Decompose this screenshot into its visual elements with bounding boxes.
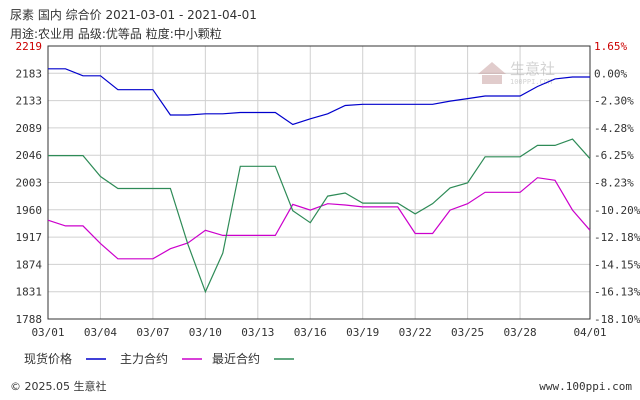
y-left-tick-label: 1960	[16, 204, 43, 217]
y-left-tick-label: 2003	[16, 177, 43, 190]
y-right-tick-label: -18.10%	[594, 313, 640, 326]
y-left-tick-label: 1874	[16, 258, 43, 271]
y-left-tick-label: 2183	[16, 67, 43, 80]
x-tick-label: 03/13	[241, 326, 274, 339]
x-axis: 03/01 03/04 03/07 03/10 03/13 03/16 03/19 03/22…	[31, 326, 606, 339]
chart-title: 尿素 国内 综合价 2021-03-01 - 2021-04-01	[10, 7, 257, 22]
y-right-tick-label: -16.13%	[594, 286, 640, 299]
x-tick-label: 03/10	[189, 326, 222, 339]
x-tick-label: 03/28	[504, 326, 537, 339]
series-line-1	[48, 68, 590, 126]
y-left-tick-label: 1788	[16, 313, 43, 326]
series-line-3	[48, 138, 591, 294]
right-axis: 1.65% 0.00% -2.30% -4.28% -6.25% -8.23% -10.20…	[594, 40, 640, 326]
footer-url: www.100ppi.com	[539, 380, 632, 393]
y-right-tick-label: 0.00%	[594, 67, 627, 80]
y-left-tick-label: 2133	[16, 95, 43, 108]
series-group	[47, 68, 591, 294]
watermark-sub: 100PPI.COM	[510, 78, 552, 86]
y-right-tick-label: -4.28%	[594, 122, 634, 135]
chart-subtitle: 用途:农业用 品级:优等品 粒度:中小颗粒	[10, 26, 222, 41]
footer-copyright: © 2025.05 生意社	[10, 379, 106, 393]
left-axis: 2219 2183 2133 2089 2046 2003 1960 1917 1874 1831…	[16, 40, 43, 326]
y-left-tick-label: 2219	[16, 40, 43, 53]
y-left-tick-label: 1831	[16, 286, 43, 299]
y-left-tick-label: 2046	[16, 149, 43, 162]
watermark: 生意社 100PPI.COM	[478, 60, 555, 86]
y-right-tick-label: -10.20%	[594, 204, 640, 217]
x-tick-label: 03/01	[31, 326, 64, 339]
x-tick-label: 03/16	[294, 326, 327, 339]
x-tick-label: 03/04	[84, 326, 117, 339]
watermark-name: 生意社	[510, 60, 555, 78]
x-tick-label: 04/01	[573, 326, 606, 339]
series-line-2	[47, 177, 591, 260]
legend: 现货价格 主力合约 最近合约	[24, 351, 294, 366]
y-right-tick-label: -14.15%	[594, 258, 640, 271]
y-right-tick-label: -8.23%	[594, 177, 634, 190]
plot-frame	[47, 45, 591, 320]
x-tick-label: 03/22	[399, 326, 432, 339]
legend-label: 最近合约	[212, 351, 260, 366]
x-tick-label: 03/19	[346, 326, 379, 339]
x-tick-label: 03/07	[136, 326, 169, 339]
legend-label: 主力合约	[120, 351, 168, 366]
y-right-tick-label: -6.25%	[594, 149, 634, 162]
watermark-logo-icon	[478, 62, 506, 84]
y-left-tick-label: 1917	[16, 231, 43, 244]
y-right-tick-label: -2.30%	[594, 95, 634, 108]
grid	[48, 46, 590, 319]
y-right-tick-label: -12.18%	[594, 231, 640, 244]
x-tick-label: 03/25	[451, 326, 484, 339]
y-right-tick-label: 1.65%	[594, 40, 627, 53]
legend-label: 现货价格	[24, 351, 72, 366]
y-left-tick-label: 2089	[16, 122, 43, 135]
